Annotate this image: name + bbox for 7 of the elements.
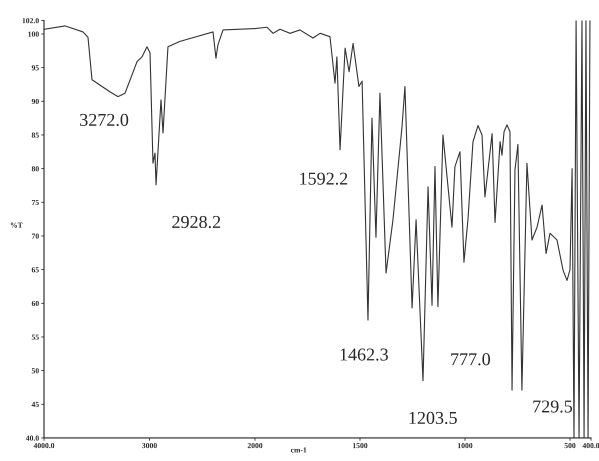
annotation: 1592.2 [300, 172, 348, 185]
annotation: 729.5 [533, 400, 572, 413]
annotation: 777.0 [451, 353, 490, 366]
annotation: 3272.0 [80, 114, 128, 126]
annotation: 1203.5 [409, 412, 457, 424]
annotation: 1462.3 [340, 348, 388, 361]
annotation: 2928.2 [172, 216, 220, 228]
